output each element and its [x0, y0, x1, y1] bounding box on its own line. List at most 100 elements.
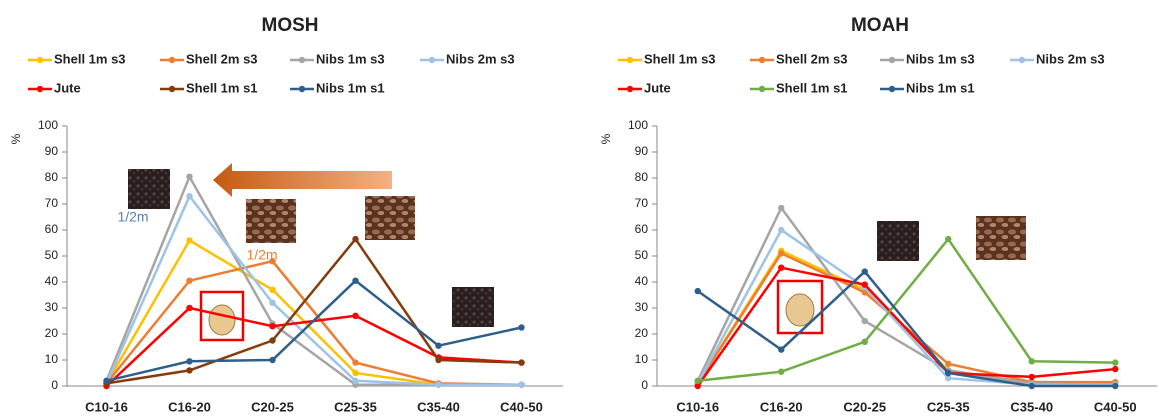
data-point — [1112, 383, 1118, 389]
y-tick-label: 60 — [45, 222, 59, 236]
legend-marker — [299, 86, 305, 92]
y-tick-label: 30 — [45, 300, 59, 314]
x-tick-label: C35-40 — [1010, 399, 1053, 414]
legend-label: Nibs 2m s3 — [446, 51, 515, 66]
x-tick-label: C40-50 — [1094, 399, 1137, 414]
legend-marker — [759, 86, 765, 92]
data-point — [945, 236, 951, 242]
y-axis-label: % — [9, 133, 23, 144]
data-point — [186, 278, 192, 284]
y-tick-label: 100 — [628, 118, 648, 132]
shell-photo — [246, 199, 296, 243]
data-point — [862, 281, 868, 287]
x-tick-label: C40-50 — [500, 399, 543, 414]
data-point — [778, 369, 784, 375]
data-point — [269, 287, 275, 293]
data-point — [945, 370, 951, 376]
data-point — [778, 250, 784, 256]
x-tick-label: C25-35 — [927, 399, 970, 414]
data-point — [435, 357, 441, 363]
y-axis-label: % — [599, 133, 613, 144]
x-tick-label: C25-35 — [334, 399, 377, 414]
legend-label: Shell 1m s1 — [186, 80, 258, 95]
data-point — [352, 313, 358, 319]
data-point — [269, 337, 275, 343]
data-point — [352, 278, 358, 284]
data-point — [1029, 358, 1035, 364]
nibs-photo — [877, 221, 919, 261]
data-point — [186, 367, 192, 373]
data-point — [778, 205, 784, 211]
y-tick-label: 100 — [38, 118, 58, 132]
data-point — [435, 382, 441, 388]
data-point — [352, 359, 358, 365]
data-point — [186, 358, 192, 364]
data-point — [1029, 374, 1035, 380]
legend-label: Nibs 1m s3 — [316, 51, 385, 66]
series-line — [698, 253, 1116, 383]
nibs-photo — [452, 287, 494, 327]
legend-label: Nibs 1m s1 — [316, 80, 385, 95]
y-tick-label: 70 — [45, 196, 59, 210]
chart-title: MOSH — [262, 15, 319, 36]
data-point — [186, 193, 192, 199]
legend-label: Shell 2m s3 — [186, 51, 258, 66]
data-point — [778, 227, 784, 233]
x-tick-label: C10-16 — [676, 399, 719, 414]
data-point — [435, 343, 441, 349]
x-tick-label: C20-25 — [843, 399, 886, 414]
legend-label: Nibs 1m s1 — [906, 80, 975, 95]
y-tick-label: 40 — [45, 274, 59, 288]
y-tick-label: 90 — [45, 144, 59, 158]
x-tick-label: C20-25 — [251, 399, 294, 414]
legend-label: Shell 1m s3 — [644, 51, 716, 66]
data-point — [1029, 383, 1035, 389]
legend-label: Shell 2m s3 — [776, 51, 848, 66]
y-tick-label: 20 — [635, 326, 649, 340]
y-tick-label: 80 — [45, 170, 59, 184]
annotation: 1/2m — [117, 209, 148, 225]
data-point — [862, 339, 868, 345]
y-tick-label: 70 — [635, 196, 649, 210]
data-point — [103, 378, 109, 384]
legend-label: Shell 1m s3 — [54, 51, 126, 66]
y-tick-label: 60 — [635, 222, 649, 236]
sack — [209, 305, 235, 335]
y-tick-label: 40 — [635, 274, 649, 288]
data-point — [186, 174, 192, 180]
data-point — [352, 378, 358, 384]
legend-marker — [759, 57, 765, 63]
sack — [786, 294, 814, 326]
legend-label: Jute — [644, 80, 671, 95]
data-point — [518, 324, 524, 330]
data-point — [352, 370, 358, 376]
legend-label: Nibs 1m s3 — [906, 51, 975, 66]
legend-marker — [1019, 57, 1025, 63]
shell-photo — [365, 196, 415, 240]
y-tick-label: 10 — [45, 352, 59, 366]
legend-marker — [37, 57, 43, 63]
arrow — [213, 163, 392, 197]
figure: MOSH%0102030405060708090100C10-16C16-20C… — [0, 0, 1158, 418]
legend-marker — [429, 57, 435, 63]
data-point — [518, 382, 524, 388]
annotation: 1/2m — [246, 247, 277, 263]
x-tick-label: C16-20 — [168, 399, 211, 414]
y-tick-label: 20 — [45, 326, 59, 340]
shell-photo — [976, 216, 1026, 260]
legend-marker — [169, 86, 175, 92]
data-point — [518, 359, 524, 365]
data-point — [269, 300, 275, 306]
legend-marker — [299, 57, 305, 63]
legend-label: Jute — [54, 80, 81, 95]
legend-marker — [37, 86, 43, 92]
legend-marker — [889, 86, 895, 92]
data-point — [862, 318, 868, 324]
legend-label: Nibs 2m s3 — [1036, 51, 1105, 66]
x-tick-label: C16-20 — [760, 399, 803, 414]
legend-marker — [627, 57, 633, 63]
nibs-photo — [128, 169, 170, 209]
data-point — [269, 357, 275, 363]
x-tick-label: C10-16 — [85, 399, 128, 414]
data-point — [778, 265, 784, 271]
